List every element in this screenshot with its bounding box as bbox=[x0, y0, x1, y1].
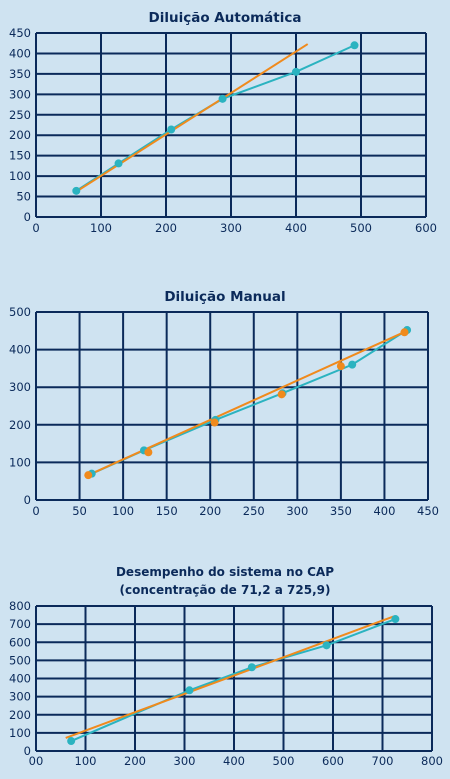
x-tick-label: 250 bbox=[243, 504, 265, 518]
y-tick-label: 300 bbox=[9, 690, 31, 704]
data-point-series-0 bbox=[348, 360, 357, 369]
y-tick-label: 200 bbox=[9, 708, 31, 722]
data-point-series-0 bbox=[322, 641, 331, 650]
y-tick-label: 400 bbox=[9, 672, 31, 686]
data-point-series-1 bbox=[336, 362, 345, 371]
x-tick-label: 300 bbox=[220, 221, 242, 235]
y-tick-label: 500 bbox=[9, 653, 31, 667]
trend-line-1 bbox=[65, 615, 394, 739]
y-tick-label: 400 bbox=[9, 46, 31, 60]
x-tick-label: 200 bbox=[199, 504, 221, 518]
y-tick-label: 800 bbox=[9, 599, 31, 613]
chart-title: Desempenho do sistema no CAP bbox=[116, 565, 334, 579]
data-point-series-0 bbox=[167, 125, 176, 134]
y-tick-label: 300 bbox=[9, 380, 31, 394]
y-tick-label: 400 bbox=[9, 343, 31, 357]
data-point-series-0 bbox=[114, 159, 123, 168]
y-tick-label: 50 bbox=[16, 190, 31, 204]
y-tick-label: 200 bbox=[9, 418, 31, 432]
x-tick-label: 00 bbox=[29, 754, 44, 768]
trend-line-1 bbox=[86, 330, 407, 477]
y-tick-label: 100 bbox=[9, 726, 31, 740]
y-tick-label: 200 bbox=[9, 128, 31, 142]
data-point-series-1 bbox=[144, 448, 153, 457]
x-tick-label: 100 bbox=[75, 754, 97, 768]
data-point-series-0 bbox=[67, 737, 76, 746]
x-tick-label: 800 bbox=[421, 754, 443, 768]
x-tick-label: 350 bbox=[330, 504, 352, 518]
chart-title: Diluição Automática bbox=[149, 10, 302, 26]
chart-desempenho-cap: Desempenho do sistema no CAP (concentraçã… bbox=[9, 565, 443, 768]
data-point-series-0 bbox=[292, 67, 300, 76]
y-tick-label: 0 bbox=[24, 493, 31, 507]
y-tick-label: 150 bbox=[9, 149, 31, 163]
y-tick-label: 500 bbox=[9, 305, 31, 319]
x-tick-label: 700 bbox=[372, 754, 394, 768]
chart-diluicao-automatica: Diluição Automática 0 100 200 300 400 500 600 0 5… bbox=[9, 10, 437, 235]
x-tick-label: 50 bbox=[72, 504, 87, 518]
y-tick-label: 600 bbox=[9, 635, 31, 649]
x-tick-label: 500 bbox=[273, 754, 295, 768]
y-tick-label: 0 bbox=[24, 744, 31, 758]
x-tick-label: 400 bbox=[223, 754, 245, 768]
y-tick-label: 250 bbox=[9, 108, 31, 122]
series-line-0 bbox=[75, 44, 355, 192]
data-point-series-1 bbox=[84, 471, 93, 480]
x-tick-label: 0 bbox=[32, 221, 39, 235]
x-tick-label: 400 bbox=[285, 221, 307, 235]
x-tick-label: 200 bbox=[124, 754, 146, 768]
x-tick-label: 0 bbox=[32, 504, 39, 518]
x-tick-label: 100 bbox=[90, 221, 112, 235]
y-tick-label: 700 bbox=[9, 617, 31, 631]
x-tick-label: 150 bbox=[156, 504, 178, 518]
x-tick-label: 400 bbox=[373, 504, 395, 518]
chart-title: Diluição Manual bbox=[164, 289, 285, 305]
y-tick-label: 100 bbox=[9, 169, 31, 183]
x-tick-label: 300 bbox=[286, 504, 308, 518]
y-tick-label: 450 bbox=[9, 26, 31, 40]
x-tick-label: 600 bbox=[415, 221, 437, 235]
data-point-series-1 bbox=[400, 328, 409, 337]
data-point-series-0 bbox=[247, 663, 256, 672]
x-tick-label: 450 bbox=[417, 504, 439, 518]
data-point-series-0 bbox=[391, 615, 400, 624]
x-tick-label: 300 bbox=[174, 754, 196, 768]
x-tick-label: 500 bbox=[350, 221, 372, 235]
data-point-series-1 bbox=[277, 390, 286, 399]
data-point-series-0 bbox=[350, 41, 359, 50]
x-tick-label: 100 bbox=[112, 504, 134, 518]
chart-subtitle: (concentração de 71,2 a 725,9) bbox=[120, 583, 331, 597]
data-point-series-0 bbox=[218, 94, 227, 103]
x-tick-label: 200 bbox=[155, 221, 177, 235]
trend-line-1 bbox=[74, 43, 309, 194]
data-point-series-1 bbox=[210, 418, 219, 427]
y-tick-label: 350 bbox=[9, 67, 31, 81]
y-tick-label: 100 bbox=[9, 455, 31, 469]
chart-diluicao-manual: Diluição Manual 0 50 100 150 200 250 300 350 400 4… bbox=[9, 289, 439, 518]
x-tick-label: 600 bbox=[322, 754, 344, 768]
y-tick-label: 0 bbox=[24, 210, 31, 224]
y-tick-label: 300 bbox=[9, 87, 31, 101]
data-point-series-0 bbox=[185, 686, 194, 695]
data-point-series-0 bbox=[72, 186, 81, 195]
